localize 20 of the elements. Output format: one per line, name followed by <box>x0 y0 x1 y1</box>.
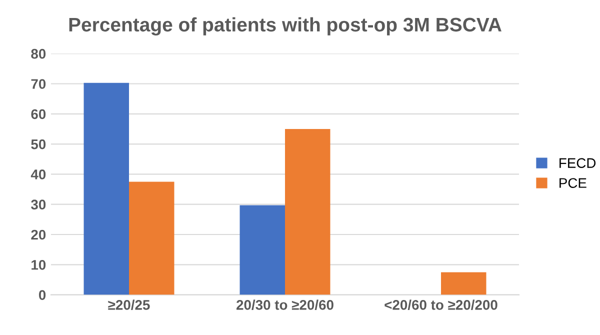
y-tick-label: 50 <box>31 139 46 150</box>
bar <box>441 272 486 295</box>
bar <box>129 182 174 295</box>
x-tick-label: <20/60 to ≥20/200 <box>384 300 498 310</box>
legend-label: PCE <box>560 178 586 188</box>
legend-label: FECD <box>560 158 596 168</box>
y-tick-label: 0 <box>38 290 46 300</box>
y-tick-label: 60 <box>31 109 46 120</box>
y-tick-label: 30 <box>31 200 46 210</box>
bar <box>240 205 285 295</box>
bar <box>285 128 330 295</box>
x-tick-label: ≥20/25 <box>108 300 150 310</box>
y-tick-label: 20 <box>31 230 46 240</box>
chart-title: Percentage of patients with post-op 3M BSCVA <box>69 17 502 36</box>
y-tick-label: 80 <box>31 48 46 59</box>
y-tick-label: 40 <box>30 170 46 180</box>
bar <box>84 82 129 295</box>
x-tick-label: 20/30 to ≥20/60 <box>236 300 334 310</box>
y-tick-label: 70 <box>31 79 46 89</box>
y-tick-label: 10 <box>32 260 46 270</box>
